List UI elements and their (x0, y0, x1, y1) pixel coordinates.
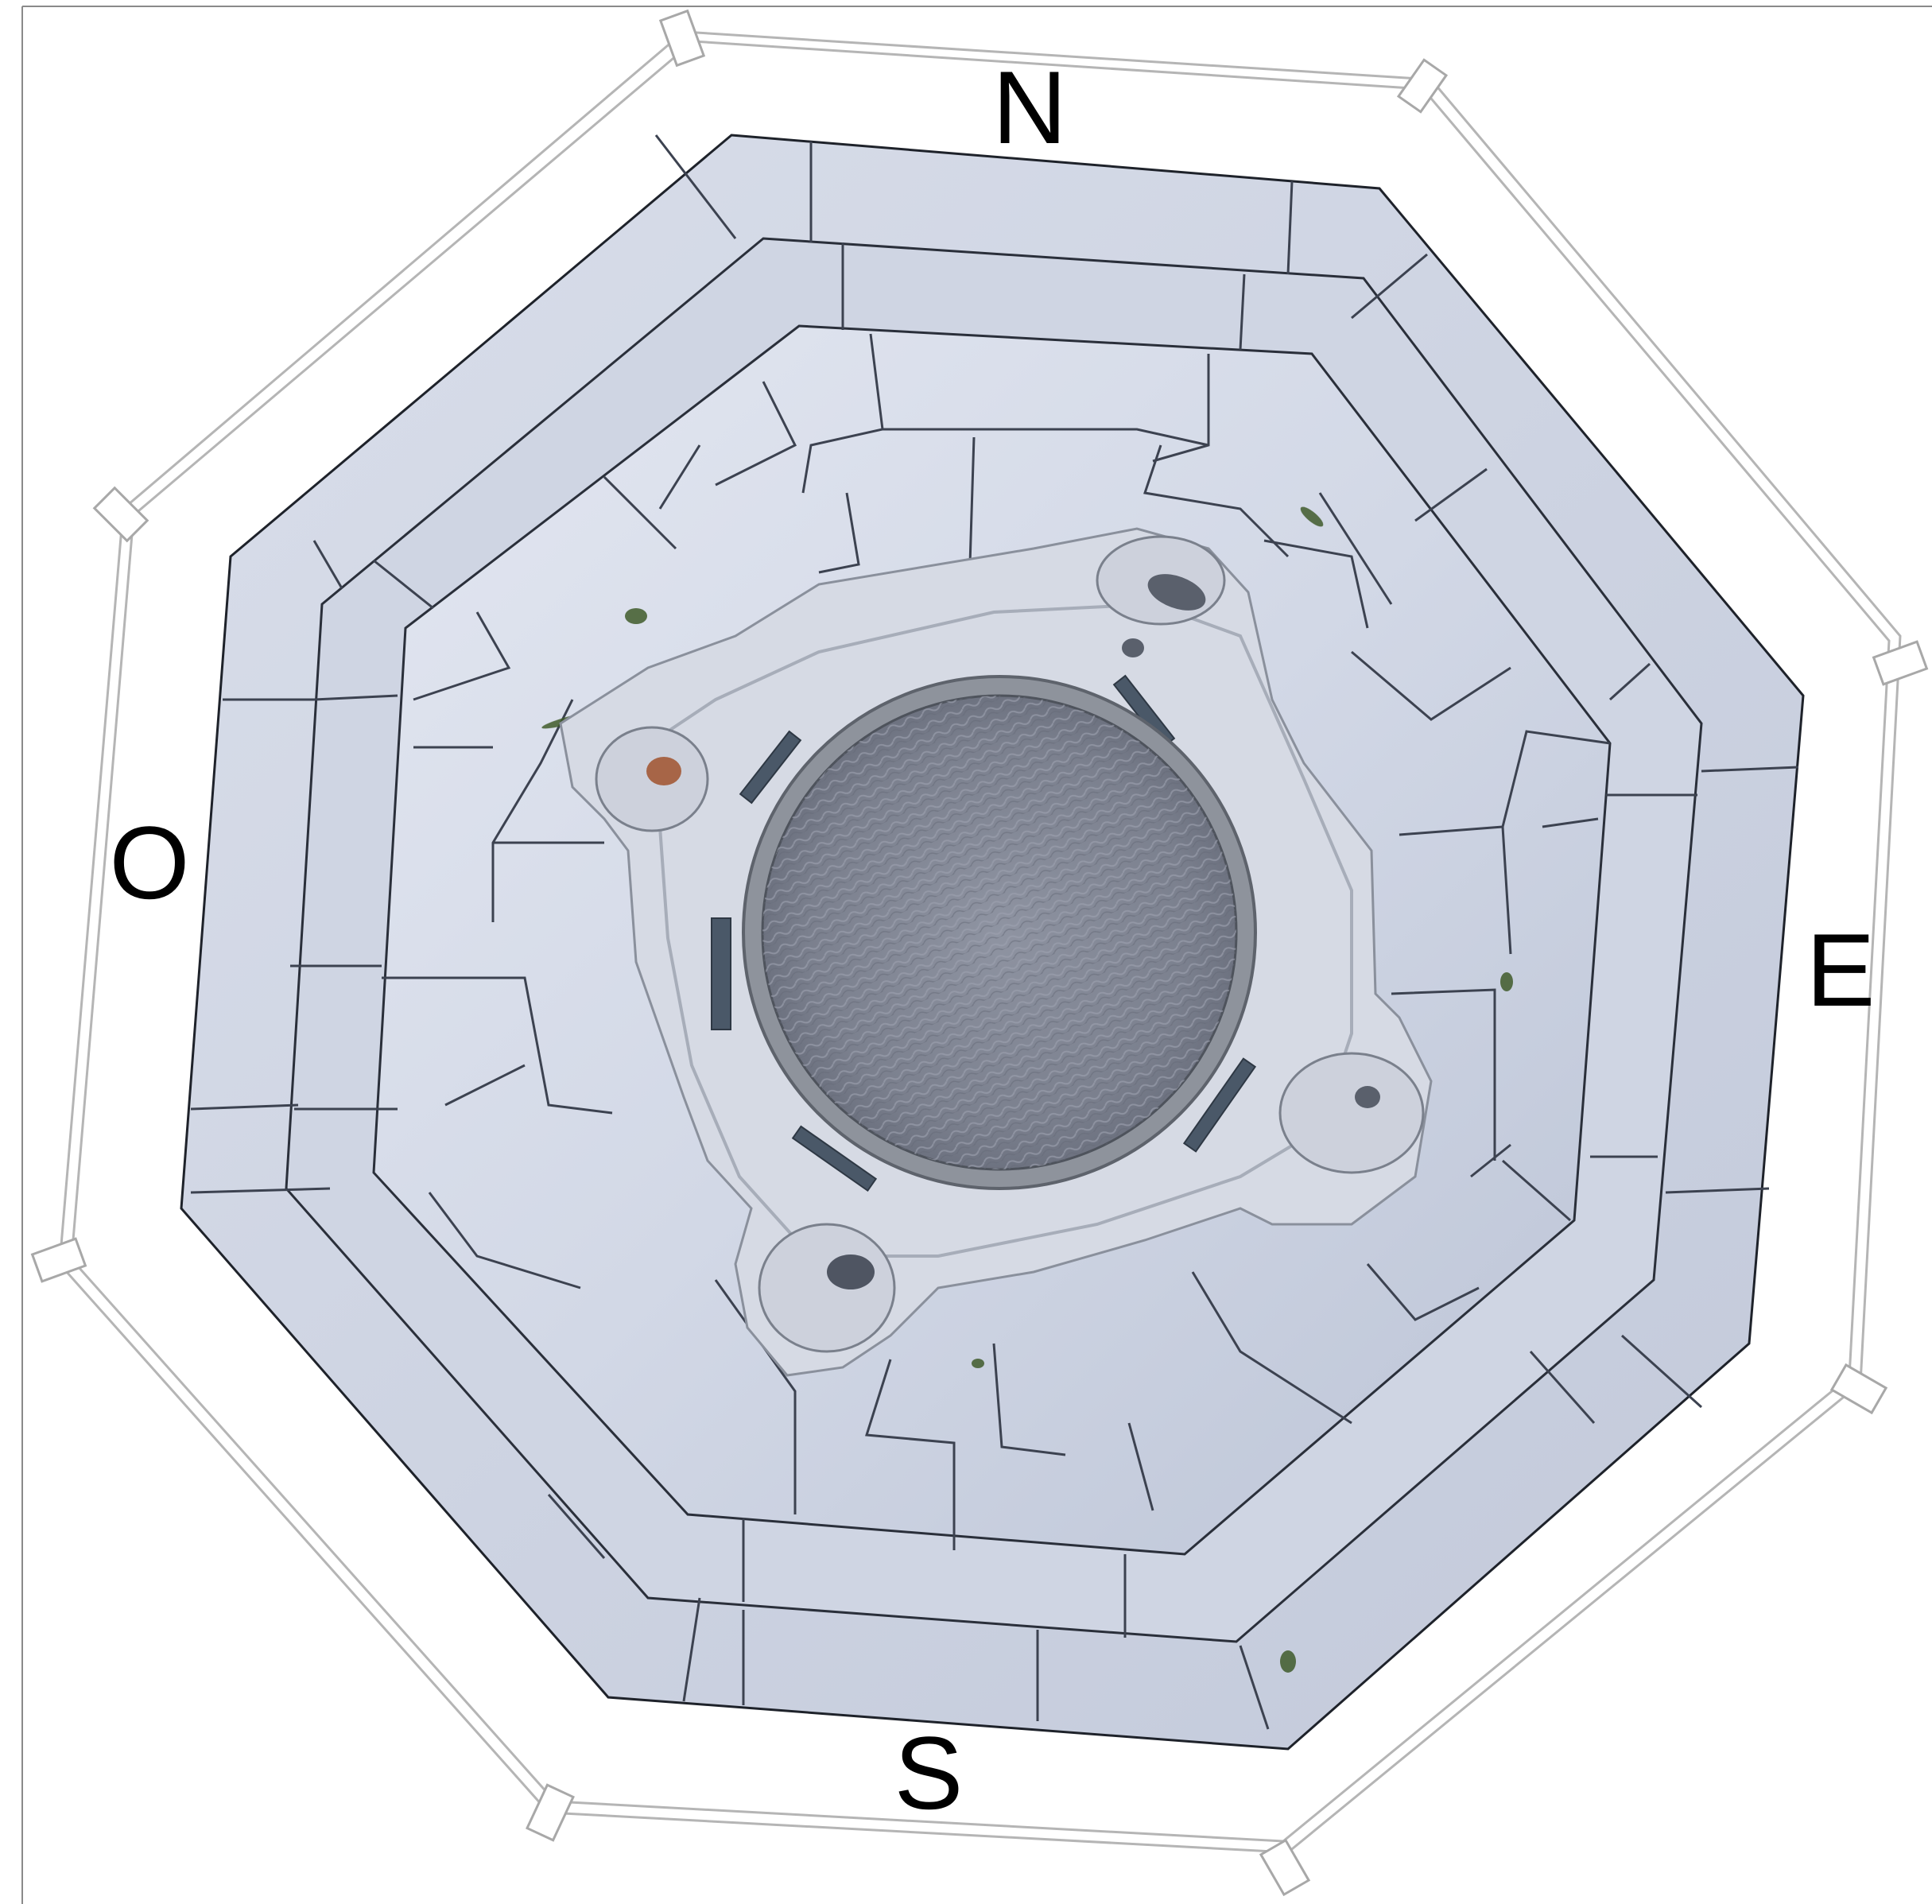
compass-east: E (1806, 912, 1876, 1028)
compass-north: N (992, 49, 1067, 165)
compass-south: S (894, 1715, 964, 1831)
metal-strips (711, 674, 1257, 1192)
outer-step-joints (190, 134, 1799, 1730)
corner-sculpture-se (1278, 1052, 1425, 1174)
middle-step-joints (290, 242, 1697, 1638)
inner-paving-joints (382, 333, 1611, 1550)
fountain-basin (742, 675, 1257, 1190)
compass-west: O (109, 805, 189, 921)
corner-sculpture-sw (758, 1223, 896, 1353)
corner-markers (30, 9, 1929, 1897)
page-frame (21, 6, 1932, 1904)
compass-labels: N E S O (109, 49, 1875, 1831)
